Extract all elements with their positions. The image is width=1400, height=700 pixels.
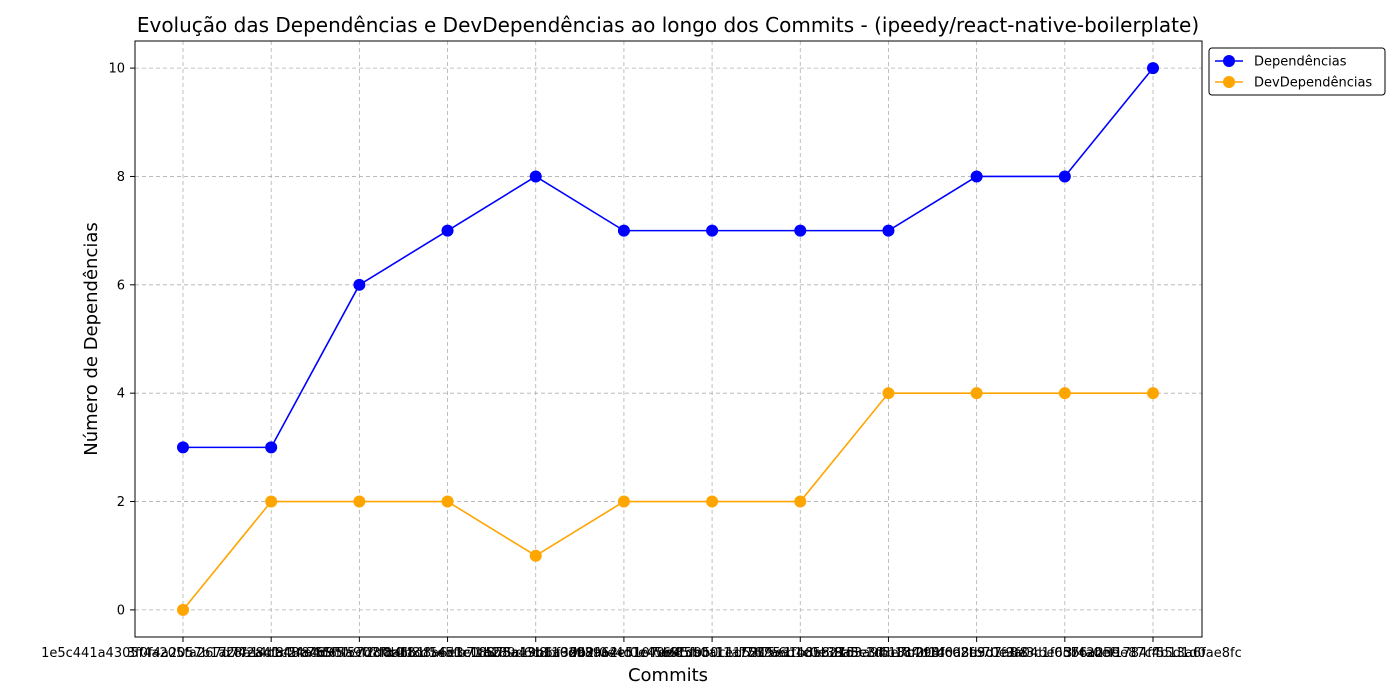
data-point bbox=[706, 224, 719, 237]
series-lines bbox=[177, 62, 1159, 616]
legend-label: DevDependências bbox=[1254, 76, 1372, 91]
y-tick-label: 10 bbox=[108, 62, 125, 77]
legend-label: Dependências bbox=[1254, 55, 1347, 70]
data-point bbox=[882, 387, 895, 400]
y-axis-label: Número de Dependências bbox=[81, 222, 102, 456]
data-point bbox=[617, 224, 630, 237]
data-point bbox=[177, 603, 189, 616]
legend-marker bbox=[1223, 76, 1235, 88]
grid-lines bbox=[135, 41, 1202, 637]
y-tick-label: 4 bbox=[117, 387, 125, 402]
data-point bbox=[970, 387, 983, 400]
data-point bbox=[441, 495, 454, 508]
data-point bbox=[353, 278, 366, 291]
x-tick-label: 9b2f0e4d1e40e45fb5f11a75395a1b8e8d15 bbox=[570, 646, 855, 661]
x-tick-label: 2f7a6b1c0e39a5e3fb18c4d1d0a3fb70e3f8 bbox=[749, 646, 1028, 661]
series-line bbox=[182, 392, 1153, 611]
y-tick-label: 0 bbox=[117, 603, 125, 618]
legend: Dependências DevDependências bbox=[1208, 47, 1386, 96]
data-point bbox=[970, 170, 983, 183]
legend-box bbox=[1208, 47, 1386, 96]
y-tick-label: 6 bbox=[117, 278, 125, 293]
x-tick-label: 1e5c441a4305f4a205fa267d742a4f8f5f8c6 bbox=[41, 646, 325, 661]
y-tick-label: 2 bbox=[117, 495, 125, 510]
plot-frame bbox=[134, 40, 1203, 638]
data-point bbox=[1058, 170, 1071, 183]
data-point bbox=[177, 441, 189, 454]
x-tick-label: e61d9b0c1d5315e1f4d5b27d3a94b18f0c8 bbox=[661, 646, 940, 661]
data-point bbox=[265, 441, 278, 454]
data-point bbox=[882, 224, 895, 237]
data-point bbox=[529, 549, 542, 562]
data-point bbox=[441, 224, 454, 237]
x-axis-ticks: 1e5c441a4305f4a205fa267d742a4f8f5f8c63f0… bbox=[41, 637, 1242, 661]
data-point bbox=[1147, 387, 1159, 400]
x-tick-label: c0b3d1e5fb71a189d6c8bf92d8a62c5107dd8 bbox=[389, 646, 683, 661]
data-point bbox=[706, 495, 719, 508]
series-line bbox=[183, 67, 1154, 449]
y-axis-ticks: 0 2 4 6 8 10 bbox=[108, 62, 135, 618]
x-tick-label: a4d95f5c07f8a6b1f54d1e18875a19b6a3d09 bbox=[301, 646, 593, 661]
data-point bbox=[1147, 62, 1159, 75]
data-point bbox=[265, 495, 278, 508]
data-point bbox=[617, 495, 630, 508]
chart-title: Evolução das Dependências e DevDependênc… bbox=[137, 13, 1199, 37]
data-point bbox=[794, 495, 807, 508]
x-tick-label: 8a3c1d5e7b294f6d8e3c1f9a04be6d7c2b5e bbox=[834, 646, 1119, 661]
x-tick-label: 3f0f4a2057b1a2f7e8d1c24a4d65a9f2d0b18 bbox=[127, 646, 416, 661]
x-tick-label: 3f4a0ef1784ff55d1d0ae8fc bbox=[1064, 646, 1242, 661]
data-point bbox=[529, 170, 542, 183]
y-tick-label: 8 bbox=[117, 170, 125, 185]
x-axis-label: Commits bbox=[628, 665, 708, 686]
x-tick-label: 5d8a43b110d939a4ef0e4569f5b0a1e1f76 bbox=[486, 646, 763, 661]
data-point bbox=[353, 495, 366, 508]
legend-marker bbox=[1223, 55, 1235, 67]
x-tick-label: 7c8e14da48c755ff0c7d8fb4f1d8a6e3c0fb2 bbox=[219, 646, 501, 661]
data-point bbox=[794, 224, 807, 237]
x-tick-label: f14c02b9d7a8e3c1f05b6a2d9e87c4b13a6f bbox=[924, 646, 1206, 661]
data-point bbox=[1058, 387, 1071, 400]
